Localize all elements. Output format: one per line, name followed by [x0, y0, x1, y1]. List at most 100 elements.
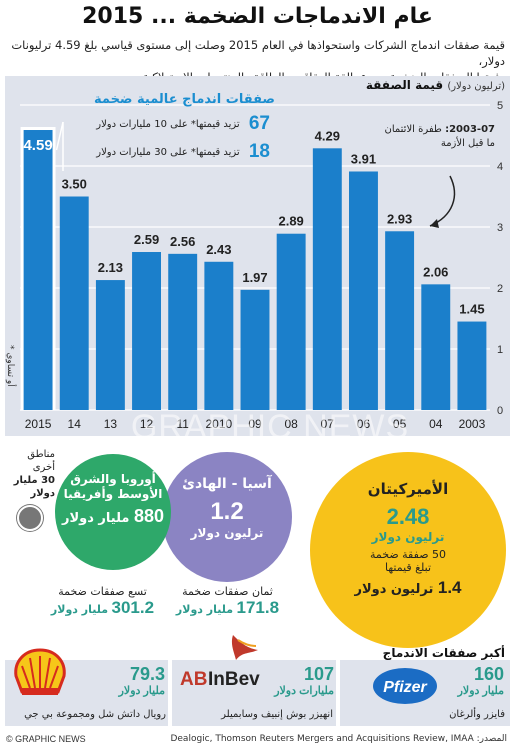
x-tick-label-11: 11	[176, 417, 189, 431]
y-tick-label-5: 5	[497, 100, 503, 112]
deal-amount-abinbev: 107	[303, 664, 334, 684]
region-unit-asia-pacific: ترليون دولار	[190, 526, 264, 540]
y-axis-title: قيمة الصفقة	[365, 78, 444, 92]
x-tick-label-12: 12	[140, 417, 154, 431]
x-tick-label-14: 14	[68, 417, 82, 431]
region-worth-unit-americas: ترليون دولار	[354, 582, 434, 597]
region-name-americas: الأميركيتان	[367, 480, 449, 498]
region-name-asia-pacific: آسيا - الهادئ	[182, 476, 272, 492]
deal-value-shell: 79.3 مليار دولار	[80, 664, 165, 697]
region-amount-emea: 880 مليار دولار	[55, 506, 171, 527]
bar-value-label-11: 2.56	[170, 234, 195, 249]
emea-deals-value: 301.2	[111, 598, 155, 617]
deal-card-abinbev	[172, 660, 336, 726]
mega-callout-connector	[55, 121, 64, 151]
region-other-label: مناطق أخرى 30 مليار دولار	[5, 448, 55, 500]
region-count-americas: 50 صفقة ضخمة	[369, 548, 447, 561]
region-bubble-americas: الأميركيتان 2.48 ترليون دولار 50 صفقة ضخ…	[310, 452, 506, 648]
bar-2015	[23, 130, 53, 410]
bar-value-label-14: 3.50	[62, 177, 87, 192]
y-tick-label-4: 4	[497, 161, 503, 173]
x-tick-label-06: 06	[357, 417, 371, 431]
deal-names-abinbev: انهيزر بوش إنبيف وسابميلر	[221, 709, 333, 720]
crisis-period: 2003-07:	[445, 124, 495, 135]
x-tick-label-05: 05	[393, 417, 407, 431]
watermark: GRAPHIC NEWS	[130, 408, 410, 446]
x-tick-label-2010: 2010	[205, 417, 232, 431]
deal-value-abinbev: 107 مليارات دولار	[272, 664, 334, 697]
y-tick-label-1: 1	[497, 344, 503, 356]
svg-text:AB: AB	[180, 669, 207, 690]
region-worth-americas: 1.4 ترليون دولار	[310, 578, 506, 598]
svg-text:InBev: InBev	[208, 669, 260, 690]
asia-deals-unit: مليار دولار	[175, 603, 234, 616]
credit: © GRAPHIC NEWS	[6, 734, 86, 744]
region-unit-emea: مليار دولار	[61, 511, 130, 526]
x-tick-label-2015: 2015	[25, 417, 52, 431]
asia-deals-value: 171.8	[236, 598, 280, 617]
deal-unit-pfizer: مليار دولار	[457, 685, 504, 697]
region-value-americas: 2.48	[386, 504, 430, 529]
bar-value-label-05: 2.93	[387, 211, 412, 226]
region-value-other: 30 مليار دولار	[13, 475, 55, 499]
bar-value-label-2015: 4.59	[23, 137, 52, 154]
region-bubble-asia-pacific: آسيا - الهادئ 1.2 ترليون دولار	[162, 452, 292, 582]
emea-deals-unit: مليار دولار	[50, 603, 109, 616]
y-axis-unit: (ترليون دولار)	[447, 81, 505, 92]
x-tick-label-08: 08	[284, 417, 298, 431]
bar-13	[95, 280, 125, 410]
crisis-arrow-head	[430, 219, 439, 228]
bar-chart: 0123454.5920153.50142.13132.59122.56112.…	[20, 100, 503, 431]
crisis-text: طفرة الائتمان ما قبل الأزمة	[384, 124, 495, 149]
deal-names-pfizer: فايزر وألرغان	[449, 709, 505, 720]
x-tick-label-2003: 2003	[459, 417, 486, 431]
crisis-annotation: 2003-07: طفرة الائتمان ما قبل الأزمة	[375, 123, 495, 151]
x-tick-label-07: 07	[321, 417, 335, 431]
region-name-emea: أوروبا والشرق الأوسط وأفريقيا	[63, 472, 163, 501]
region-name-other: مناطق أخرى	[27, 449, 55, 473]
bar-value-label-12: 2.59	[134, 232, 159, 247]
page-title: 2015 ... عام الاندماجات الضخمة	[82, 4, 433, 29]
region-unit-americas: ترليون دولار	[371, 530, 445, 544]
mega-deals-text-2: تزيد قيمتها* على 30 مليارات دولار	[96, 147, 240, 158]
y-tick-label-3: 3	[497, 222, 503, 234]
deal-unit-abinbev: مليارات دولار	[274, 685, 334, 697]
bar-14	[59, 196, 89, 410]
deal-amount-pfizer: 160	[473, 664, 504, 684]
deal-unit-shell: مليار دولار	[118, 685, 165, 697]
bar-value-label-08: 2.89	[278, 214, 303, 229]
bar-09	[240, 289, 270, 410]
footnote: * أو تساوي	[5, 345, 15, 387]
bar-value-label-04: 2.06	[423, 264, 448, 279]
region-value-asia-pacific: 1.2	[210, 498, 244, 525]
emea-deals-count: تسع صفقات ضخمة	[58, 585, 147, 598]
y-axis-label: (ترليون دولار) قيمة الصفقة	[365, 78, 505, 92]
bar-value-label-09: 1.97	[242, 270, 267, 285]
y-tick-label-0: 0	[497, 405, 503, 417]
bar-12	[132, 252, 161, 410]
mega-deals-title: صفقات اندماج عالمية ضخمة	[93, 92, 275, 107]
mega-deals-row-1: 67 تزيد قيمتها* على 10 مليارات دولار	[70, 113, 270, 135]
bar-05	[385, 231, 415, 410]
bar-07	[312, 148, 342, 410]
region-worth-label-americas: تبلغ قيمتها	[384, 561, 432, 574]
bar-value-label-06: 3.91	[351, 151, 376, 166]
bar-06	[349, 171, 378, 410]
mega-deals-value-1: 67	[248, 113, 270, 134]
subtitle-line-1: قيمة صفقات اندماج الشركات واستحواذها في …	[11, 38, 505, 68]
bar-2010	[204, 261, 234, 410]
bar-08	[276, 233, 306, 410]
bar-value-label-2010: 2.43	[206, 242, 231, 257]
source: المصدر: Dealogic, Thomson Reuters Merger…	[170, 734, 507, 744]
svg-text:Pfizer: Pfizer	[383, 679, 427, 696]
abinbev-logo: AB InBev	[180, 635, 260, 690]
deal-amount-shell: 79.3	[129, 664, 165, 684]
region-worth-value-americas: 1.4	[437, 578, 462, 597]
region-bubble-other	[17, 505, 43, 531]
bar-value-label-13: 2.13	[98, 260, 123, 275]
mega-deals-value-2: 18	[248, 141, 270, 162]
y-tick-label-2: 2	[497, 283, 503, 295]
x-tick-label-13: 13	[104, 417, 118, 431]
mega-deals-text-1: تزيد قيمتها* على 10 مليارات دولار	[96, 119, 240, 130]
asia-deals-caption: ثمان صفقات ضخمة 171.8 مليار دولار	[165, 585, 290, 618]
